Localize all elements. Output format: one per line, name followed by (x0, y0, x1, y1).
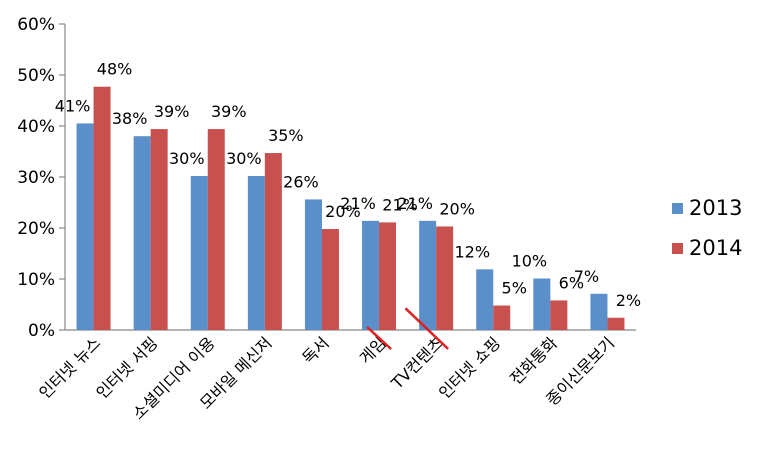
category-label: 독서 (299, 333, 333, 367)
red-underline (404, 307, 450, 350)
bars-group (76, 86, 625, 330)
bar-2013 (133, 136, 151, 330)
bar-2013 (590, 293, 608, 330)
y-tick-label: 30% (17, 168, 55, 188)
data-label-2014: 48% (97, 60, 133, 79)
data-label-2013: 38% (112, 109, 148, 128)
y-tick-label: 60% (17, 15, 55, 35)
data-label-2014: 21% (382, 195, 418, 214)
bar-2013 (362, 220, 380, 330)
bar-2014 (436, 226, 454, 330)
category-label: 게임 (356, 333, 390, 367)
bar-2013 (76, 123, 94, 330)
data-label-2014: 39% (211, 102, 247, 121)
bar-2014 (321, 229, 339, 330)
bar-2013 (419, 220, 437, 330)
data-label-2013: 30% (226, 149, 262, 168)
legend-label-2014: 2014 (689, 236, 742, 260)
data-label-2014: 20% (439, 199, 475, 218)
bar-2014 (493, 305, 511, 330)
bar-2014 (264, 153, 282, 330)
data-label-2013: 21% (397, 194, 433, 213)
data-label-2013: 12% (454, 242, 490, 261)
y-tick-label: 40% (17, 117, 55, 137)
bar-2013 (190, 175, 208, 330)
bar-2013 (247, 175, 265, 330)
category-label: TV컨텐츠 (387, 333, 447, 393)
y-tick-label: 0% (28, 321, 55, 341)
data-label-2014: 35% (268, 126, 304, 145)
category-label: 인터넷 뉴스 (35, 333, 104, 402)
legend-swatch-2014 (672, 243, 683, 254)
bar-2014 (93, 86, 111, 330)
data-label-2014: 2% (616, 291, 641, 310)
bar-2013 (476, 269, 494, 330)
legend-swatch-2013 (672, 203, 683, 214)
data-label-2014: 39% (154, 102, 190, 121)
data-label-2014: 20% (325, 202, 361, 221)
bar-2014 (379, 222, 397, 330)
data-labels-group: 41%48%38% 39%30%39%30%35%26%20%21% 21%21% 2… (55, 60, 641, 310)
y-tick-label: 20% (17, 219, 55, 239)
category-label: 인터넷 쇼핑 (435, 333, 504, 402)
y-tick-label: 10% (17, 270, 55, 290)
bar-2013 (304, 199, 322, 330)
legend-label-2013: 2013 (689, 196, 742, 220)
y-tick-label: 50% (17, 66, 55, 86)
data-label-2013: 10% (512, 251, 548, 270)
bar-2014 (150, 129, 168, 330)
bar-2014 (607, 317, 625, 330)
red-underline (366, 326, 392, 350)
data-label-2013: 7% (574, 267, 599, 286)
bar-2014 (550, 300, 568, 330)
bar-2013 (533, 278, 551, 330)
data-label-2013: 30% (169, 149, 205, 168)
data-label-2013: 41% (55, 96, 91, 115)
data-label-2014: 5% (502, 279, 527, 298)
data-label-2013: 26% (283, 172, 319, 191)
legend: 2013 2014 (672, 196, 742, 260)
category-label: 전화통화 (506, 333, 561, 388)
data-label-2013: 21% (340, 194, 376, 213)
bar-2014 (207, 129, 225, 330)
data-label-2014: 6% (559, 273, 584, 292)
